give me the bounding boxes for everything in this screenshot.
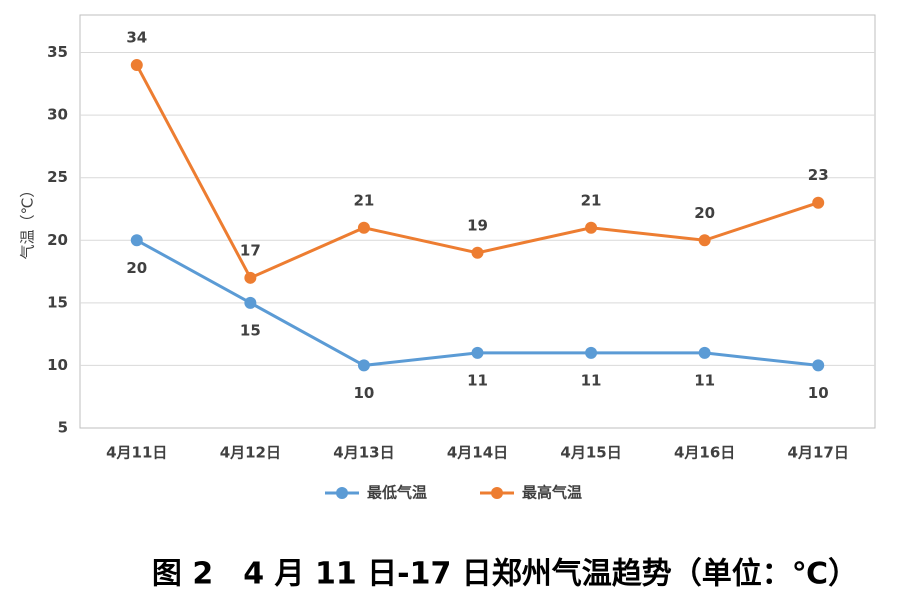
data-point xyxy=(244,271,257,284)
data-point xyxy=(357,359,370,372)
data-label: 11 xyxy=(694,371,715,389)
data-point xyxy=(585,221,598,234)
data-point xyxy=(130,234,143,247)
data-point xyxy=(812,196,825,209)
legend-label: 最高气温 xyxy=(522,484,582,502)
data-label: 21 xyxy=(581,191,602,209)
data-label: 23 xyxy=(808,166,829,184)
y-axis-label: 气温（℃） xyxy=(19,183,37,260)
data-point xyxy=(471,246,484,259)
data-label: 17 xyxy=(240,241,261,259)
x-tick-label: 4月17日 xyxy=(788,444,849,462)
y-tick-label: 35 xyxy=(47,43,68,61)
plot-frame xyxy=(79,14,876,429)
data-point xyxy=(244,296,257,309)
y-tick-label: 10 xyxy=(47,356,68,374)
data-label: 11 xyxy=(467,371,488,389)
legend-label: 最低气温 xyxy=(367,484,427,502)
x-tick-label: 4月13日 xyxy=(333,444,394,462)
data-label: 10 xyxy=(353,384,374,402)
y-tick-label: 30 xyxy=(47,106,68,124)
x-tick-label: 4月15日 xyxy=(560,444,621,462)
data-label: 21 xyxy=(353,191,374,209)
data-point xyxy=(471,346,484,359)
data-point xyxy=(130,59,143,72)
data-label: 10 xyxy=(808,384,829,402)
data-point xyxy=(698,346,711,359)
data-label: 11 xyxy=(581,371,602,389)
data-point xyxy=(812,359,825,372)
data-point xyxy=(357,221,370,234)
x-tick-label: 4月14日 xyxy=(447,444,508,462)
x-tick-label: 4月16日 xyxy=(674,444,735,462)
x-tick-label: 4月12日 xyxy=(220,444,281,462)
data-point xyxy=(585,346,598,359)
data-label: 15 xyxy=(240,321,261,339)
legend-marker xyxy=(336,487,348,499)
data-label: 20 xyxy=(126,259,147,277)
data-point xyxy=(698,234,711,247)
data-label: 34 xyxy=(126,29,147,47)
chart-title: 图 2 4 月 11 日-17 日郑州气温趋势（单位：℃） xyxy=(152,557,858,592)
legend-marker xyxy=(491,487,503,499)
y-tick-label: 20 xyxy=(47,231,68,249)
y-tick-label: 5 xyxy=(58,419,68,437)
y-tick-label: 15 xyxy=(47,293,68,311)
y-tick-label: 25 xyxy=(47,168,68,186)
data-label: 20 xyxy=(694,204,715,222)
x-tick-label: 4月11日 xyxy=(106,444,167,462)
data-label: 19 xyxy=(467,216,488,234)
